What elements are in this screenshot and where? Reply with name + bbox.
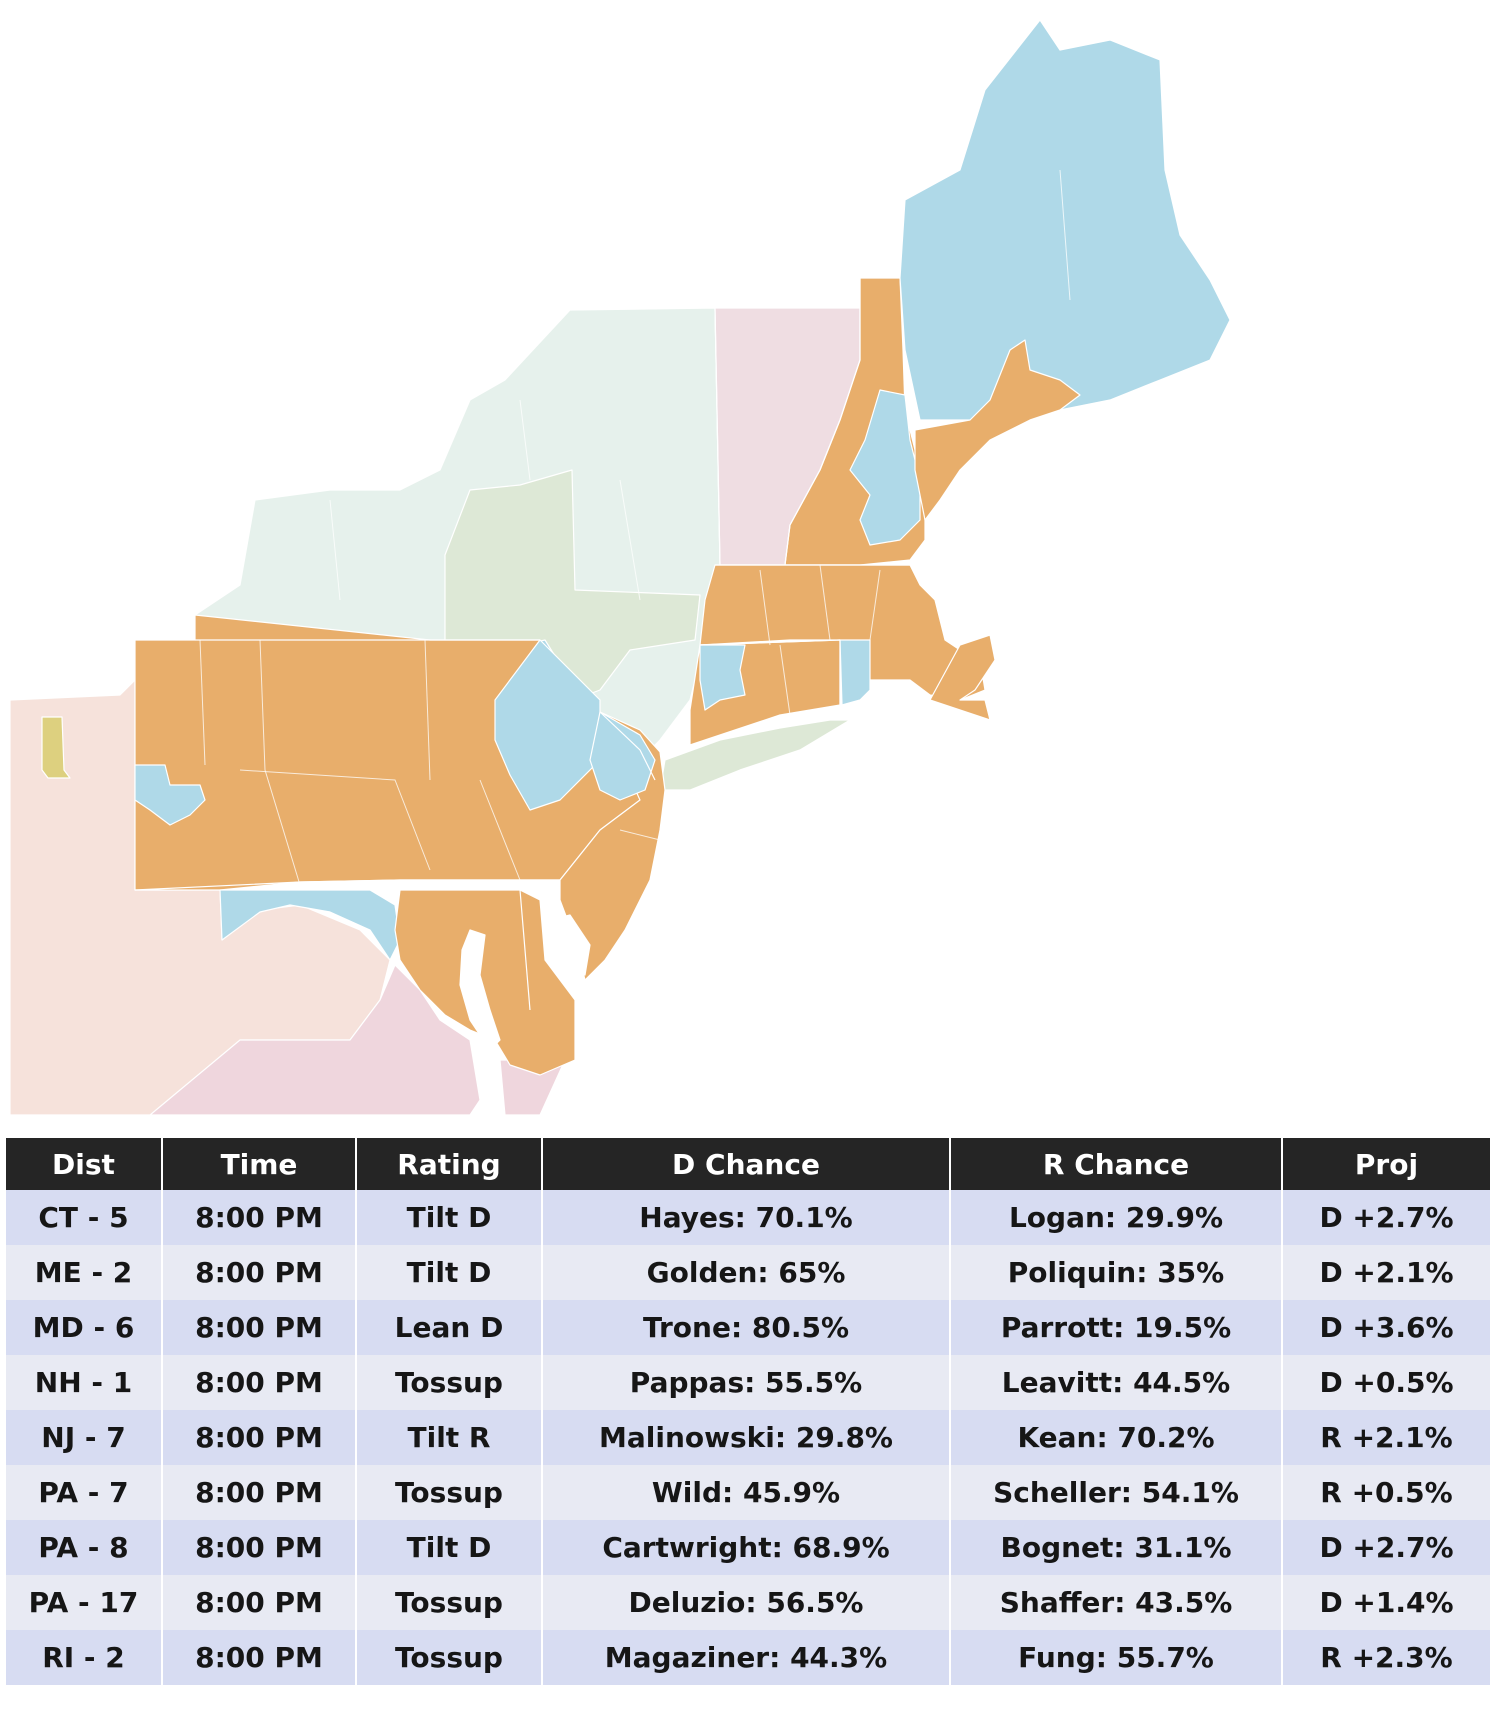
pa-south-blue-district: [219, 889, 401, 961]
time-cell: 8:00 PM: [161, 1355, 356, 1410]
rating-cell: Tilt D: [355, 1190, 542, 1245]
time-cell: 8:00 PM: [161, 1630, 356, 1685]
table-row: MD - 6 8:00 PM Lean D Trone: 80.5% Parro…: [6, 1300, 1490, 1355]
r-chance-cell: Fung: 55.7%: [949, 1630, 1282, 1685]
table-row: PA - 7 8:00 PM Tossup Wild: 45.9% Schell…: [6, 1465, 1490, 1520]
rating-cell: Lean D: [355, 1300, 542, 1355]
rating-cell: Tilt R: [355, 1410, 542, 1465]
virginia-region: [149, 964, 481, 1116]
time-cell: 8:00 PM: [161, 1575, 356, 1630]
d-chance-cell: Deluzio: 56.5%: [541, 1575, 950, 1630]
northeast-map-svg: [9, 19, 1231, 1116]
long-island: [659, 719, 851, 791]
district-map: [9, 19, 1231, 1116]
proj-cell: D +3.6%: [1281, 1300, 1490, 1355]
proj-cell: D +1.4%: [1281, 1575, 1490, 1630]
rating-cell: Tossup: [355, 1575, 542, 1630]
dist-cell: CT - 5: [6, 1190, 162, 1245]
r-chance-cell: Kean: 70.2%: [949, 1410, 1282, 1465]
proj-cell: D +2.7%: [1281, 1190, 1490, 1245]
nh-blue-district: [849, 389, 921, 546]
r-chance-cell: Shaffer: 43.5%: [949, 1575, 1282, 1630]
r-chance-cell: Leavitt: 44.5%: [949, 1355, 1282, 1410]
boundary-lines: [134, 169, 1071, 1011]
r-chance-cell: Parrott: 19.5%: [949, 1300, 1282, 1355]
table-row: PA - 8 8:00 PM Tilt D Cartwright: 68.9% …: [6, 1520, 1490, 1575]
rating-cell: Tossup: [355, 1465, 542, 1520]
proj-cell: D +2.7%: [1281, 1520, 1490, 1575]
rating-cell: Tilt D: [355, 1520, 542, 1575]
table-row: RI - 2 8:00 PM Tossup Magaziner: 44.3% F…: [6, 1630, 1490, 1685]
dist-cell: NH - 1: [6, 1355, 162, 1410]
d-chance-cell: Pappas: 55.5%: [541, 1355, 950, 1410]
time-cell: 8:00 PM: [161, 1245, 356, 1300]
dist-cell: NJ - 7: [6, 1410, 162, 1465]
d-chance-cell: Magaziner: 44.3%: [541, 1630, 950, 1685]
dist-cell: PA - 7: [6, 1465, 162, 1520]
r-chance-cell: Bognet: 31.1%: [949, 1520, 1282, 1575]
d-chance-cell: Cartwright: 68.9%: [541, 1520, 950, 1575]
column-header-d-chance: D Chance: [541, 1138, 950, 1190]
ct-west-blue-district: [699, 644, 746, 711]
column-header-rating: Rating: [355, 1138, 542, 1190]
column-header-time: Time: [161, 1138, 356, 1190]
time-cell: 8:00 PM: [161, 1520, 356, 1575]
maryland-delaware: [394, 889, 576, 1076]
d-chance-cell: Malinowski: 29.8%: [541, 1410, 950, 1465]
column-header-dist: Dist: [6, 1138, 162, 1190]
proj-cell: R +0.5%: [1281, 1465, 1490, 1520]
time-cell: 8:00 PM: [161, 1300, 356, 1355]
r-chance-cell: Logan: 29.9%: [949, 1190, 1282, 1245]
rating-cell: Tossup: [355, 1630, 542, 1685]
pa-west-blue-district: [134, 764, 206, 826]
ohio-olive-district: [41, 716, 71, 779]
cape-cod: [929, 634, 996, 721]
nj-north-blue-district: [589, 711, 656, 801]
proj-cell: R +2.3%: [1281, 1630, 1490, 1685]
table-row: CT - 5 8:00 PM Tilt D Hayes: 70.1% Logan…: [6, 1190, 1490, 1245]
table-header-row: Dist Time Rating D Chance R Chance Proj: [6, 1138, 1490, 1190]
table-row: NH - 1 8:00 PM Tossup Pappas: 55.5% Leav…: [6, 1355, 1490, 1410]
proj-cell: D +0.5%: [1281, 1355, 1490, 1410]
dist-cell: PA - 17: [6, 1575, 162, 1630]
rhode-island-state: [839, 639, 871, 706]
table-row: PA - 17 8:00 PM Tossup Deluzio: 56.5% Sh…: [6, 1575, 1490, 1630]
time-cell: 8:00 PM: [161, 1190, 356, 1245]
table-row: NJ - 7 8:00 PM Tilt R Malinowski: 29.8% …: [6, 1410, 1490, 1465]
dist-cell: RI - 2: [6, 1630, 162, 1685]
maine-state: [899, 19, 1231, 421]
time-cell: 8:00 PM: [161, 1410, 356, 1465]
rating-cell: Tossup: [355, 1355, 542, 1410]
dist-cell: MD - 6: [6, 1300, 162, 1355]
table-row: ME - 2 8:00 PM Tilt D Golden: 65% Poliqu…: [6, 1245, 1490, 1300]
maine-coastal-orange-district: [914, 339, 1081, 521]
proj-cell: R +2.1%: [1281, 1410, 1490, 1465]
delaware-bay: [549, 914, 591, 976]
d-chance-cell: Wild: 45.9%: [541, 1465, 950, 1520]
race-results-table: Dist Time Rating D Chance R Chance Proj …: [6, 1138, 1490, 1685]
time-cell: 8:00 PM: [161, 1465, 356, 1520]
rating-cell: Tilt D: [355, 1245, 542, 1300]
r-chance-cell: Scheller: 54.1%: [949, 1465, 1282, 1520]
d-chance-cell: Hayes: 70.1%: [541, 1190, 950, 1245]
dist-cell: ME - 2: [6, 1245, 162, 1300]
proj-cell: D +2.1%: [1281, 1245, 1490, 1300]
column-header-r-chance: R Chance: [949, 1138, 1282, 1190]
d-chance-cell: Golden: 65%: [541, 1245, 950, 1300]
d-chance-cell: Trone: 80.5%: [541, 1300, 950, 1355]
column-header-proj: Proj: [1281, 1138, 1490, 1190]
chesapeake-bay: [459, 929, 501, 1051]
r-chance-cell: Poliquin: 35%: [949, 1245, 1282, 1300]
dist-cell: PA - 8: [6, 1520, 162, 1575]
